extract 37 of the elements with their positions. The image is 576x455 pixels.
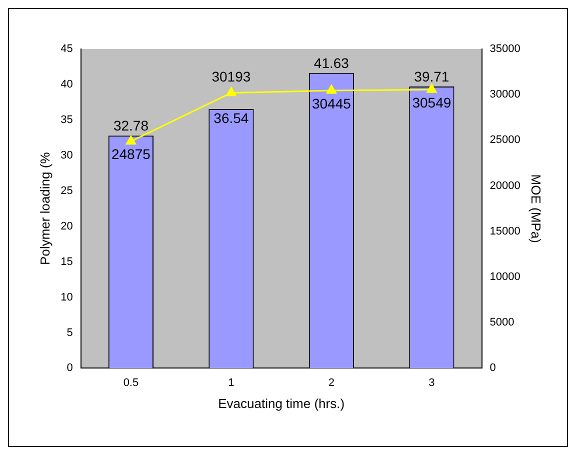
y-tick-label: 5 xyxy=(66,326,73,339)
data-label: 30445 xyxy=(312,95,352,112)
y-axis-title: Polymer loading (% xyxy=(37,152,52,265)
y-tick-label: 0 xyxy=(66,362,73,374)
y-tick-label: 20 xyxy=(60,220,73,232)
x-tick-label: 0.5 xyxy=(123,376,139,389)
data-label: 24875 xyxy=(111,146,151,162)
x-tick-label: 2 xyxy=(328,376,335,389)
point xyxy=(326,84,337,94)
y-tick-label: 45 xyxy=(60,43,73,56)
y-tick-label: 30 xyxy=(60,149,73,162)
y2-tick-label: 5000 xyxy=(490,316,514,329)
point xyxy=(126,136,136,145)
y2-tick-label: 35000 xyxy=(490,43,520,56)
y2-tick-label: 25000 xyxy=(490,134,520,146)
y2-tick-label: 30000 xyxy=(490,88,520,101)
y2-tick-label: 10000 xyxy=(490,271,520,284)
point xyxy=(226,87,236,96)
x-tick-label: 1 xyxy=(228,376,234,389)
y-tick-label: 35 xyxy=(60,114,73,126)
y-tick-label: 25 xyxy=(60,184,73,197)
data-label: 32.78 xyxy=(113,118,149,134)
y2-axis-title: MOE (MPa) xyxy=(528,174,544,243)
y-tick-label: 10 xyxy=(60,291,73,304)
data-label: 30549 xyxy=(412,94,452,110)
y-tick-label: 15 xyxy=(60,256,73,268)
y2-tick-label: 0 xyxy=(490,362,496,374)
data-label: 36.54 xyxy=(214,110,249,126)
y2-tick-label: 20000 xyxy=(490,180,520,192)
data-label: 41.63 xyxy=(314,54,350,71)
x-axis-title: Evacuating time (hrs.) xyxy=(218,396,345,411)
x-tick-label: 3 xyxy=(428,376,435,389)
y2-tick-label: 15000 xyxy=(490,225,520,238)
data-label: 30193 xyxy=(212,68,251,85)
data-label: 39.71 xyxy=(414,68,450,84)
point xyxy=(426,84,437,93)
y-tick-label: 40 xyxy=(60,78,73,90)
